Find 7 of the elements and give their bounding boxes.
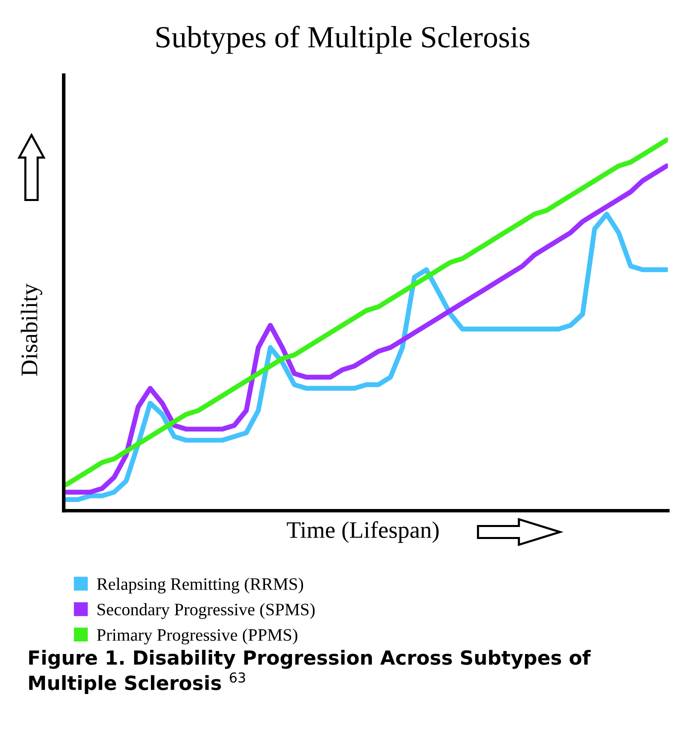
legend-label: Primary Progressive (PPMS) xyxy=(96,628,298,644)
y-axis-title: Disability xyxy=(20,284,42,376)
x-axis-title: Time (Lifespan) xyxy=(286,521,439,543)
caption: Figure 1. Disability Progression Across Subtypes of Multiple Sclerosis $^{63}$ xyxy=(29,650,591,694)
legend-label: Secondary Progressive (SPMS) xyxy=(98,603,315,619)
chart-title: Subtypes of Multiple Sclerosis xyxy=(156,26,530,54)
legend-label: Relapsing Remitting (RRMS) xyxy=(96,578,304,594)
